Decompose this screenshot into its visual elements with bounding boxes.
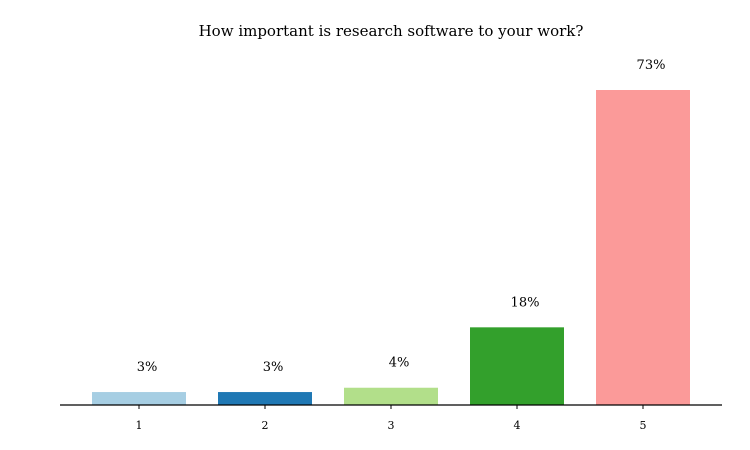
data-labels-group: 3% 3% 4% 18% 73% <box>137 58 666 375</box>
x-tick-label-2: 2 <box>262 419 269 432</box>
x-tick-label-4: 4 <box>514 419 521 432</box>
bar-4 <box>470 327 564 405</box>
x-axis-ticks-group: 1 2 3 4 5 <box>136 405 647 432</box>
bar-1 <box>92 392 186 405</box>
data-label-3: 4% <box>389 356 410 371</box>
bars-group <box>92 90 690 405</box>
x-tick-label-3: 3 <box>388 419 395 432</box>
x-tick-label-5: 5 <box>640 419 647 432</box>
chart-title: How important is research software to yo… <box>199 22 584 40</box>
bar-5 <box>596 90 690 405</box>
data-label-1: 3% <box>137 360 158 375</box>
bar-2 <box>218 392 312 405</box>
x-tick-label-1: 1 <box>136 419 143 432</box>
data-label-5: 73% <box>637 58 666 73</box>
data-label-2: 3% <box>263 360 284 375</box>
data-label-4: 18% <box>511 295 540 310</box>
bar-3 <box>344 387 438 405</box>
